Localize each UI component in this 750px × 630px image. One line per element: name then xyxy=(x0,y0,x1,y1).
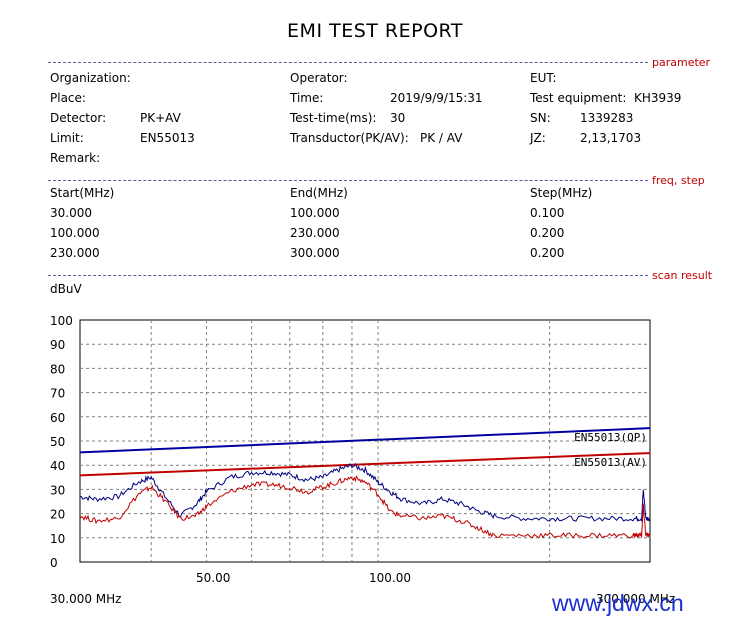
detector-value: PK+AV xyxy=(140,111,181,125)
freq-row-3-start: 230.000 xyxy=(50,246,100,260)
limit-line-av xyxy=(79,452,651,477)
place-label: Place: xyxy=(50,91,86,105)
test-time-label: Test-time(ms): xyxy=(290,111,377,125)
freq-row-2-start: 100.000 xyxy=(50,226,100,240)
limit-value: EN55013 xyxy=(140,131,195,145)
test-equipment-value: KH3939 xyxy=(634,91,682,105)
transductor-value: PK / AV xyxy=(420,131,463,145)
time-value: 2019/9/9/15:31 xyxy=(390,91,483,105)
time-label: Time: xyxy=(290,91,324,105)
test-time-value: 30 xyxy=(390,111,406,125)
limit-label: Limit: xyxy=(50,131,84,145)
transductor-label: Transductor(PK/AV): xyxy=(290,131,409,145)
detector-label: Detector: xyxy=(50,111,107,125)
y-tick-label: 60 xyxy=(50,411,65,425)
freq-row-3-end: 300.000 xyxy=(290,246,340,260)
organization-label: Organization: xyxy=(50,71,131,85)
watermark: www.jdwx.cn xyxy=(552,590,684,616)
remark-label: Remark: xyxy=(50,151,101,165)
freq-step-separator xyxy=(48,180,648,181)
parameter-section-label: parameter xyxy=(652,56,711,69)
eut-label: EUT: xyxy=(530,71,557,85)
y-tick-label: 30 xyxy=(50,483,65,497)
freq-row-1-start: 30.000 xyxy=(50,206,92,220)
freq-row-2-step: 0.200 xyxy=(530,226,565,240)
jz-value: 2,13,1703 xyxy=(580,131,642,145)
report-title: EMI TEST REPORT xyxy=(287,20,463,42)
freq-header-end: End(MHz) xyxy=(290,186,348,200)
scan-result-separator xyxy=(48,275,648,276)
y-tick-label: 80 xyxy=(50,362,65,376)
y-tick-label: 10 xyxy=(50,532,65,546)
limit-line-label: EN55013(AV) xyxy=(574,456,647,469)
limit-line-qp xyxy=(79,427,651,454)
y-tick-label: 0 xyxy=(50,556,58,570)
x-axis-start-label: 30.000 MHz xyxy=(50,592,122,606)
parameter-separator xyxy=(48,62,648,63)
freq-row-1-end: 100.000 xyxy=(290,206,340,220)
y-tick-label: 90 xyxy=(50,338,65,352)
limit-line-label: EN55013(QP) xyxy=(574,431,647,444)
y-tick-label: 50 xyxy=(50,435,65,449)
freq-row-3-step: 0.200 xyxy=(530,246,565,260)
jz-label: JZ: xyxy=(530,131,546,145)
sn-label: SN: xyxy=(530,111,551,125)
average-trace xyxy=(79,474,651,539)
freq-header-start: Start(MHz) xyxy=(50,186,115,200)
freq-row-2-end: 230.000 xyxy=(290,226,340,240)
y-axis-unit-label: dBuV xyxy=(50,282,82,296)
freq-step-section-label: freq, step xyxy=(652,174,705,187)
x-axis-tick-100-label: 100.00 xyxy=(369,571,411,585)
freq-header-step: Step(MHz) xyxy=(530,186,593,200)
scan-result-section-label: scan result xyxy=(652,269,713,282)
y-tick-label: 40 xyxy=(50,459,65,473)
freq-row-1-step: 0.100 xyxy=(530,206,565,220)
sn-value: 1339283 xyxy=(580,111,634,125)
x-axis-tick-50-label: 50.00 xyxy=(196,571,231,585)
y-tick-label: 20 xyxy=(50,508,65,522)
test-equipment-label: Test equipment: xyxy=(530,91,627,105)
operator-label: Operator: xyxy=(290,71,348,85)
y-tick-label: 100 xyxy=(50,314,73,328)
x-axis-end-label: 300.000 MHz xyxy=(596,592,676,606)
peak-trace xyxy=(79,462,651,523)
y-tick-label: 70 xyxy=(50,387,65,401)
